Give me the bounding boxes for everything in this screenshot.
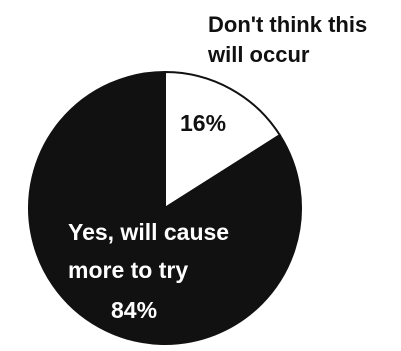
pie-slice-yes-will-cause <box>28 70 302 345</box>
slice-label-yes-line-1: Yes, will cause <box>68 219 229 245</box>
pie-slices <box>28 70 302 345</box>
slice-value-label-yes: 84% <box>111 297 157 323</box>
slice-label-dont-think-line-2: will occur <box>208 42 310 67</box>
slice-label-dont-think: Don't think this will occur <box>208 10 398 70</box>
pie-slice-dont-think <box>164 70 282 210</box>
slice-label-yes-line-2: more to try <box>68 257 188 283</box>
slice-value-label-dont-think: 16% <box>180 110 226 136</box>
slice-label-dont-think-line-1: Don't think this <box>208 12 368 37</box>
